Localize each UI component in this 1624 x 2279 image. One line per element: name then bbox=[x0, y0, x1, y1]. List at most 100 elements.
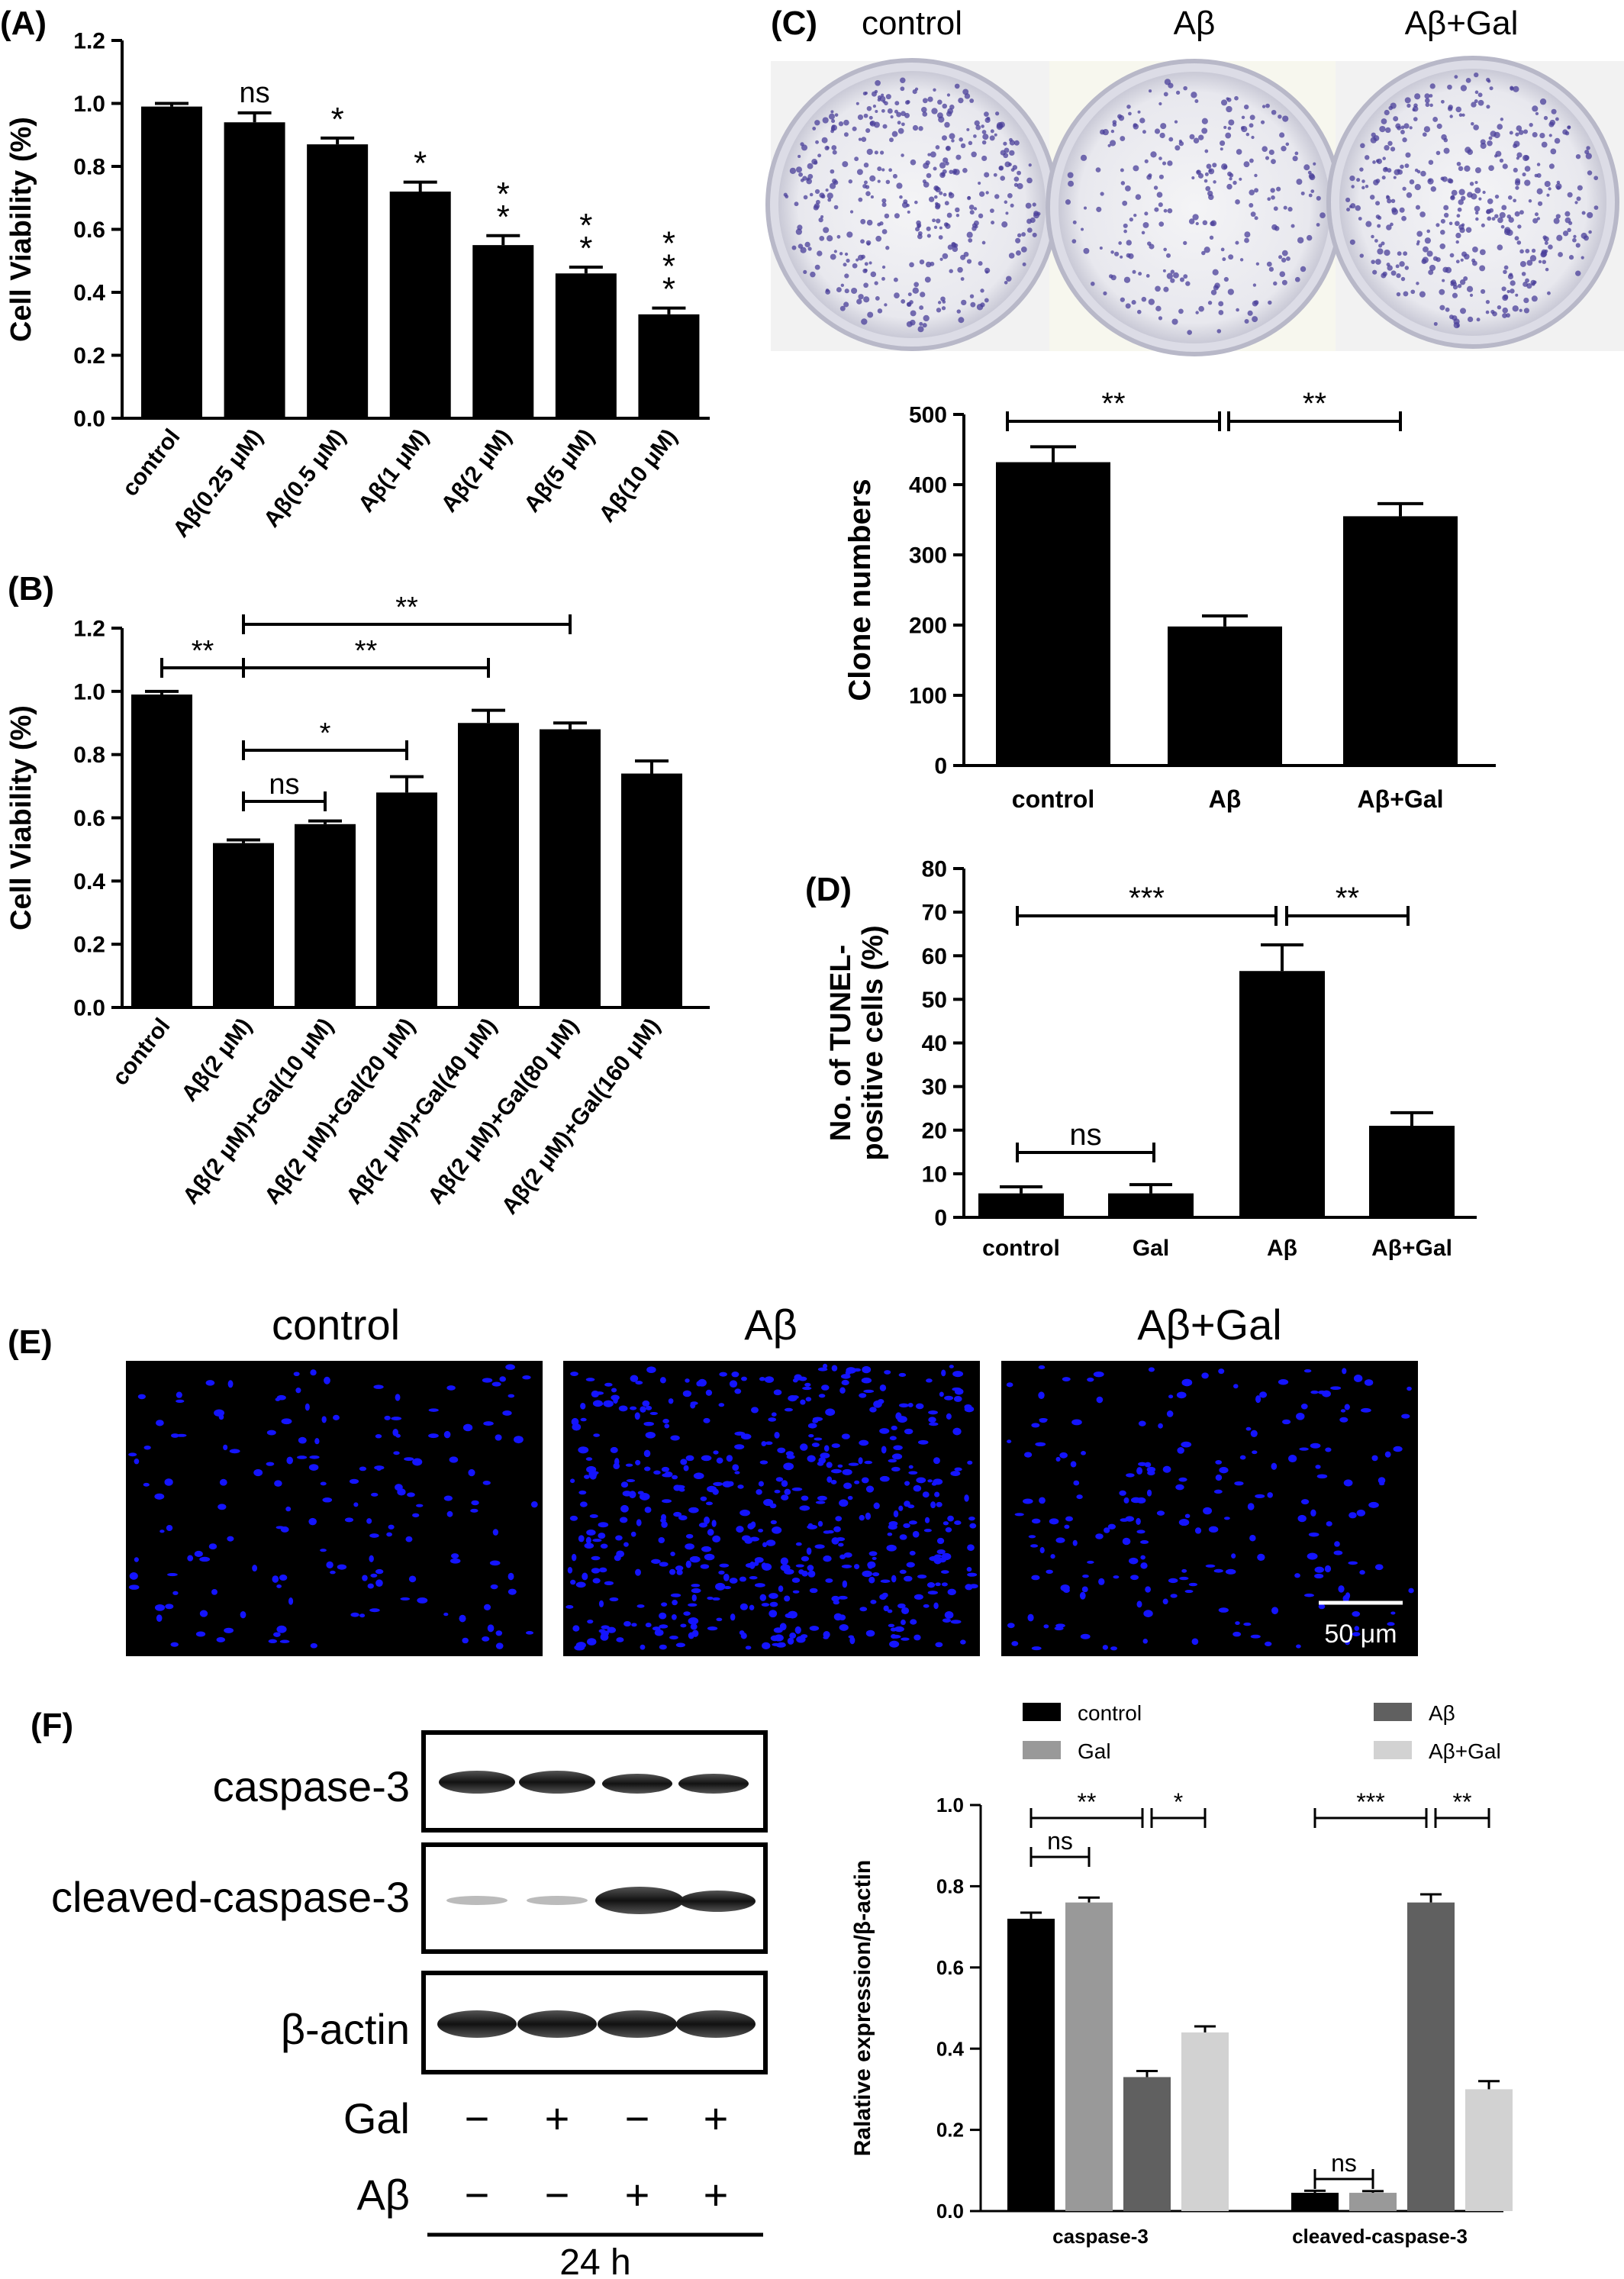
colony bbox=[861, 137, 867, 143]
b-bar bbox=[213, 843, 274, 1007]
colony bbox=[1474, 205, 1481, 212]
d-xtick-label: Aβ+Gal bbox=[1371, 1236, 1452, 1261]
colony bbox=[1146, 274, 1150, 278]
nucleus bbox=[1339, 1417, 1348, 1423]
nucleus bbox=[636, 1519, 642, 1526]
colony bbox=[843, 132, 849, 137]
nucleus bbox=[906, 1562, 915, 1568]
colony bbox=[1404, 163, 1410, 169]
colony bbox=[1543, 115, 1548, 121]
colony bbox=[1201, 250, 1206, 256]
colony bbox=[1415, 205, 1421, 210]
colony bbox=[1585, 153, 1592, 160]
nucleus bbox=[934, 1491, 940, 1497]
nucleus bbox=[407, 1492, 415, 1497]
f-legend-label: control bbox=[1078, 1701, 1142, 1725]
nucleus bbox=[468, 1468, 475, 1477]
nucleus bbox=[592, 1400, 603, 1407]
nucleus bbox=[825, 1408, 836, 1417]
colony bbox=[1228, 254, 1234, 260]
colony bbox=[1397, 251, 1402, 256]
nucleus bbox=[841, 1433, 850, 1439]
nucleus bbox=[1359, 1570, 1365, 1575]
colony bbox=[927, 96, 933, 102]
colony bbox=[1287, 207, 1293, 212]
colony bbox=[1461, 251, 1468, 257]
nucleus bbox=[1130, 1497, 1142, 1504]
colony bbox=[936, 218, 941, 224]
nucleus bbox=[831, 1595, 840, 1602]
colony bbox=[874, 150, 878, 155]
nucleus bbox=[899, 1534, 907, 1540]
nucleus bbox=[881, 1446, 887, 1454]
colony bbox=[1422, 132, 1427, 137]
colony bbox=[1209, 235, 1214, 240]
nucleus bbox=[626, 1478, 636, 1483]
nucleus bbox=[765, 1441, 773, 1446]
a-significance: * bbox=[662, 271, 675, 308]
nucleus bbox=[1014, 1513, 1024, 1517]
nucleus bbox=[1300, 1499, 1310, 1505]
colony bbox=[947, 244, 953, 250]
colony bbox=[996, 123, 1004, 131]
nucleus bbox=[1255, 1494, 1265, 1498]
colony bbox=[1300, 266, 1307, 272]
nucleus bbox=[668, 1398, 674, 1404]
colony bbox=[1355, 205, 1361, 211]
fluorescence-images: control Aβ Aβ+Gal 50 μm bbox=[126, 1301, 1418, 1656]
colony bbox=[981, 240, 986, 245]
colony bbox=[1316, 223, 1320, 227]
colony bbox=[948, 192, 955, 198]
nucleus bbox=[443, 1612, 449, 1617]
colony bbox=[858, 197, 863, 202]
nucleus bbox=[160, 1530, 165, 1533]
nucleus bbox=[1249, 1534, 1256, 1542]
colony bbox=[1387, 198, 1392, 204]
colony bbox=[1543, 236, 1549, 242]
nucleus bbox=[1170, 1594, 1178, 1598]
nucleus bbox=[688, 1603, 698, 1607]
nucleus bbox=[898, 1372, 907, 1377]
nucleus bbox=[589, 1471, 599, 1475]
nucleus bbox=[654, 1629, 664, 1636]
colony bbox=[984, 111, 989, 117]
nucleus bbox=[1072, 1539, 1078, 1546]
nucleus bbox=[639, 1493, 650, 1501]
colony bbox=[1154, 128, 1161, 134]
nucleus bbox=[1340, 1409, 1346, 1413]
nucleus bbox=[223, 1444, 228, 1451]
nucleus bbox=[1060, 1584, 1070, 1592]
colony bbox=[1068, 180, 1075, 187]
colony bbox=[1356, 178, 1361, 182]
colony bbox=[1083, 206, 1088, 210]
colony bbox=[944, 121, 950, 128]
nucleus bbox=[1239, 1455, 1246, 1460]
nucleus bbox=[923, 1529, 932, 1533]
colony bbox=[884, 213, 890, 219]
colony bbox=[831, 145, 837, 150]
colony bbox=[1465, 78, 1471, 83]
colony bbox=[1254, 173, 1258, 178]
colony bbox=[830, 169, 835, 174]
colony bbox=[1399, 207, 1405, 213]
colony bbox=[810, 271, 816, 278]
nucleus bbox=[891, 1634, 901, 1639]
colony bbox=[843, 301, 849, 308]
colony bbox=[1262, 105, 1266, 108]
colony bbox=[980, 289, 984, 293]
colony bbox=[1414, 168, 1419, 172]
colony bbox=[914, 282, 920, 288]
nucleus bbox=[800, 1399, 806, 1405]
colony bbox=[1374, 239, 1378, 243]
nucleus bbox=[1031, 1646, 1042, 1651]
colony bbox=[795, 166, 803, 173]
nucleus bbox=[578, 1535, 585, 1542]
nucleus bbox=[740, 1433, 752, 1440]
colony bbox=[836, 287, 842, 293]
b-xtick-label: Aβ(2 μM) bbox=[177, 1014, 257, 1106]
colony bbox=[994, 194, 1000, 199]
colony bbox=[1459, 227, 1465, 234]
nucleus bbox=[944, 1395, 954, 1401]
colony bbox=[1523, 297, 1529, 304]
nucleus bbox=[450, 1558, 461, 1564]
